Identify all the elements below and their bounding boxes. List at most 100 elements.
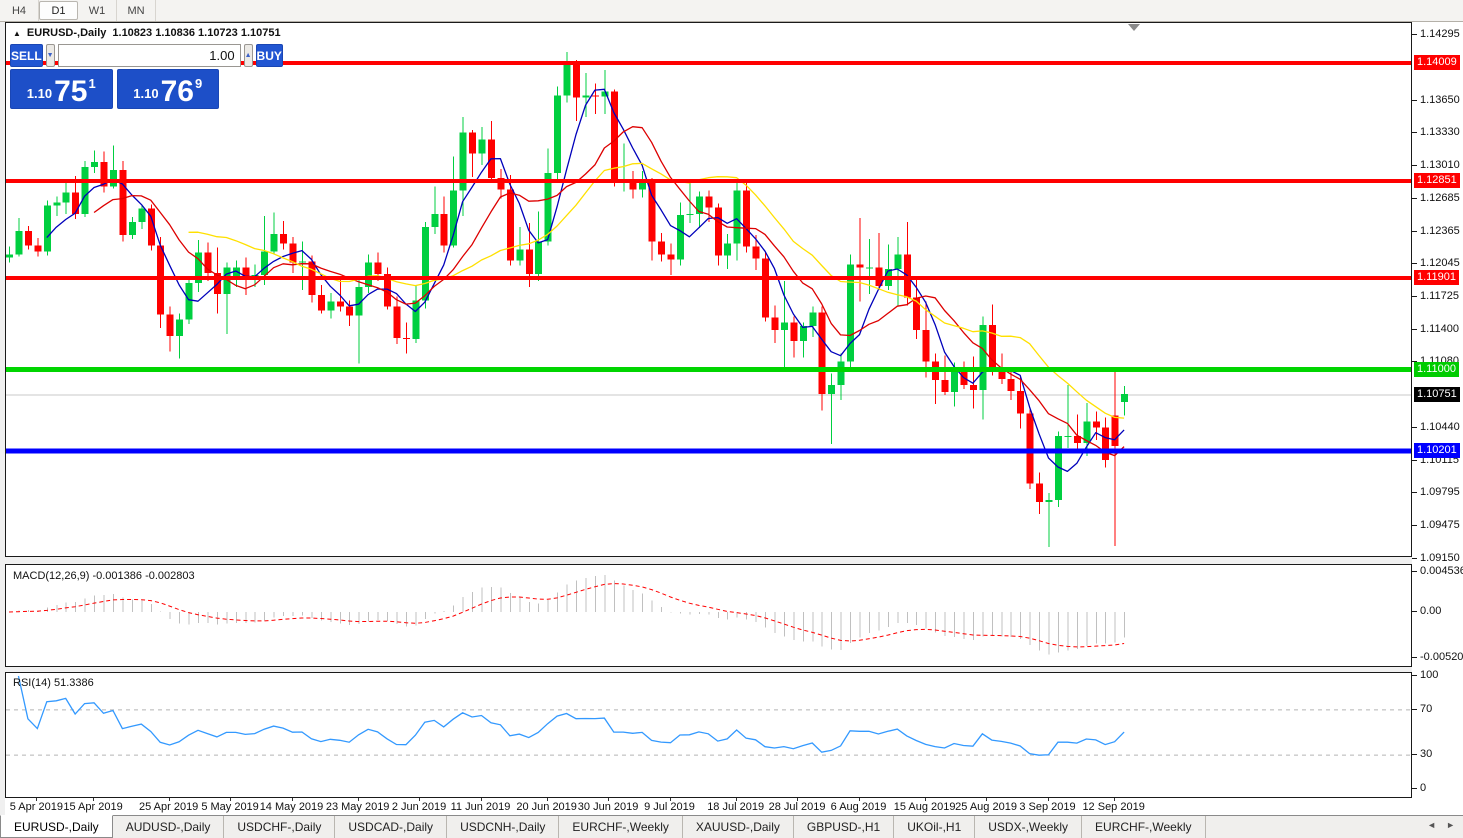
date-tick-label: 2 Jun 2019 [391,801,447,813]
price-tick-mark [1412,132,1417,134]
timeframe-button-h4[interactable]: H4 [0,0,39,21]
date-axis[interactable]: 5 Apr 2019 15 Apr 2019 25 Apr 2019 5 May 20… [5,798,1412,815]
rsi-chart[interactable] [6,673,1411,797]
price-level-label: 1.10201 [1414,442,1460,458]
sell-price-quote[interactable]: 1.10 75 1 [10,69,113,109]
date-tick-mark [1113,798,1115,801]
rsi-tick-mark [1412,675,1417,676]
collapse-icon[interactable]: ▲ [13,28,21,38]
macd-histogram [18,574,1126,655]
price-chart-panel[interactable] [5,22,1412,557]
tab-scroll-right-icon[interactable]: ► [1446,820,1455,830]
date-tick-mark [669,798,671,801]
timeframe-toolbar: H4 D1 W1 MN [0,0,1463,22]
sell-price-prefix: 1.10 [26,86,53,101]
rsi-tick-mark [1412,754,1417,756]
rsi-tick-label: 100 [1420,669,1439,681]
macd-signal-line [8,583,1125,648]
ma-fast-line [46,88,1125,473]
price-tick-mark [1412,328,1417,330]
macd-tick-mark [1412,611,1417,612]
sell-button[interactable]: SELL [10,44,43,67]
date-tick-mark [797,798,799,801]
timeframe-button-mn[interactable]: MN [117,0,156,21]
price-tick-label: 1.09795 [1420,486,1460,499]
chart-tab-1[interactable]: AUDUSD-,Daily [113,816,225,838]
macd-panel[interactable] [5,564,1412,667]
macd-tick-label: -0.005205 [1420,651,1463,664]
chart-tab-10[interactable]: EURCHF-,Weekly [1082,816,1206,838]
current-price-label: 1.10751 [1414,386,1460,402]
date-tick-label: 14 May 2019 [259,801,324,813]
chart-ohlc-values: 1.10823 1.10836 1.10723 1.10751 [112,27,281,39]
chart-tab-8[interactable]: UKOil-,H1 [894,816,976,838]
timeframe-button-w1[interactable]: W1 [78,0,117,21]
price-level-label: 1.11901 [1414,269,1459,285]
price-tick-mark [1412,197,1417,199]
volume-decrease-button[interactable]: ▼ [45,44,55,67]
date-tick-mark [36,798,38,801]
rsi-tick-mark [1412,708,1417,710]
buy-price-prefix: 1.10 [133,86,159,101]
macd-tick-label: 0.004536 [1420,564,1463,577]
timeframe-button-d1[interactable]: D1 [39,1,78,20]
chart-tab-bar: EURUSD-,Daily AUDUSD-,Daily USDCHF-,Daily U… [0,815,1463,838]
price-tick-label: 1.09150 [1420,552,1460,565]
price-level-label: 1.14009 [1414,55,1460,71]
price-tick-label: 1.11725 [1420,289,1459,302]
date-tick-label: 23 May 2019 [325,801,390,813]
rsi-panel[interactable] [5,672,1412,798]
tab-scroll-left-icon[interactable]: ◄ [1427,820,1437,830]
date-tick-label: 18 Jul 2019 [707,801,765,813]
date-tick-mark [986,798,988,801]
date-tick-mark [93,798,95,801]
date-tick-label: 20 Jun 2019 [516,801,577,813]
rsi-indicator-label: RSI(14) 51.3386 [13,677,94,689]
tab-scroll-buttons: ◄ ► [1427,820,1455,830]
price-tick-label: 1.13650 [1420,93,1460,106]
chart-shift-marker-icon[interactable] [1128,24,1140,31]
price-tick-label: 1.10440 [1420,420,1460,433]
date-tick-mark [419,798,421,801]
date-tick-label: 5 Apr 2019 [9,801,63,813]
price-tick-label: 1.14295 [1420,28,1460,40]
date-tick-label: 5 May 2019 [201,801,259,813]
ma-slow-line [188,162,1125,419]
date-tick-label: 6 Aug 2019 [830,801,887,813]
chart-tab-5[interactable]: EURCHF-,Weekly [559,816,683,838]
price-level-label: 1.11000 [1414,361,1459,377]
price-level-label: 1.12851 [1414,173,1460,189]
price-tick-label: 1.11400 [1420,322,1459,335]
date-tick-mark [546,798,548,801]
price-tick-label: 1.12365 [1420,224,1460,237]
date-tick-label: 28 Jul 2019 [768,801,826,813]
price-tick-mark [1412,426,1417,428]
price-tick-mark [1412,230,1417,232]
macd-tick-label: 0.00 [1420,605,1442,617]
macd-chart[interactable] [6,565,1411,666]
price-tick-label: 1.12685 [1420,191,1460,204]
candlestick-chart[interactable] [6,23,1411,556]
chart-tab-4[interactable]: USDCNH-,Daily [447,816,560,838]
chart-tab-2[interactable]: USDCHF-,Daily [224,816,336,838]
volume-increase-button[interactable]: ▲ [243,44,253,67]
sell-price-pipette: 1 [88,76,96,91]
chart-tab-7[interactable]: GBPUSD-,H1 [794,816,895,838]
buy-button[interactable]: BUY [255,44,283,67]
chart-tab-0[interactable]: EURUSD-,Daily [0,815,113,838]
chart-tab-6[interactable]: XAUUSD-,Daily [683,816,794,838]
date-tick-label: 15 Aug 2019 [893,801,956,813]
price-tick-mark [1412,263,1417,265]
price-tick-mark [1412,34,1417,35]
ma-mid-line [93,126,1125,457]
buy-price-quote[interactable]: 1.10 76 9 [116,69,219,109]
price-axis[interactable]: 1.14295 1.13650 1.13330 1.13010 1.12685 1.123… [1412,22,1463,815]
rsi-tick-label: 70 [1420,702,1433,715]
chart-tab-9[interactable]: USDX-,Weekly [975,816,1083,838]
volume-input[interactable] [57,44,241,67]
chart-tab-3[interactable]: USDCAD-,Daily [335,816,448,838]
date-tick-mark [291,798,293,801]
price-tick-label: 1.09475 [1420,518,1460,531]
sell-price-big: 75 [54,75,88,108]
